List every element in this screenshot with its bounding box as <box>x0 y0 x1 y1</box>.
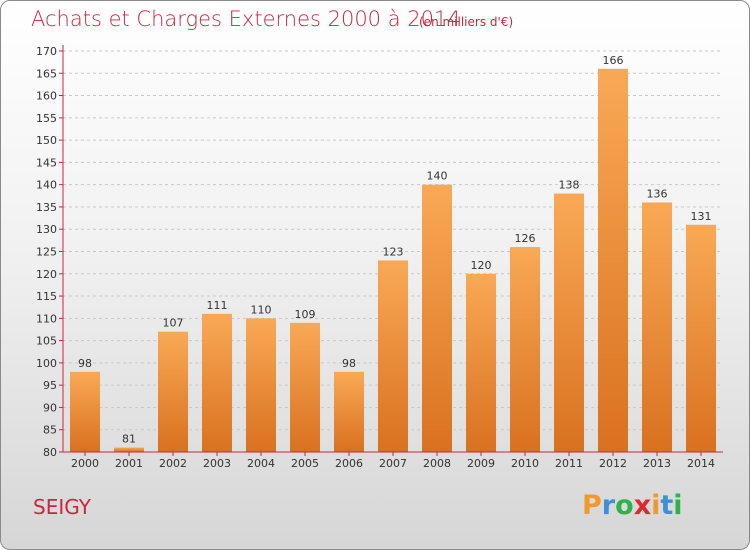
bar <box>290 322 320 452</box>
logo-letter: r <box>601 490 616 521</box>
y-tick-label: 150 <box>36 134 57 147</box>
x-tick-label: 2012 <box>599 457 627 470</box>
axes <box>62 45 723 453</box>
x-tick-label: 2002 <box>159 457 187 470</box>
x-tick-label: 2011 <box>555 457 583 470</box>
logo-letter: o <box>615 490 634 521</box>
y-axis-ticks: 80 85 90 95 100 105 110 115 120 125 130 135 140 145 15… <box>36 45 63 459</box>
bar <box>554 193 584 453</box>
y-tick-label: 120 <box>36 268 57 281</box>
bar <box>378 260 408 452</box>
y-tick-label: 105 <box>36 335 57 348</box>
bar <box>246 318 276 452</box>
x-tick-label: 2007 <box>379 457 407 470</box>
data-label: 140 <box>427 170 448 183</box>
x-tick-label: 2000 <box>71 457 99 470</box>
x-tick-label: 2009 <box>467 457 495 470</box>
x-tick-label: 2001 <box>115 457 143 470</box>
y-tick-label: 160 <box>36 90 57 103</box>
y-tick-label: 165 <box>36 67 57 80</box>
y-tick-label: 100 <box>36 357 57 370</box>
chart-unit: (en milliers d'€) <box>419 15 514 29</box>
y-tick-label: 130 <box>36 223 57 236</box>
data-label: 107 <box>163 317 184 330</box>
chart-title: Achats et Charges Externes 2000 à 2014 <box>31 7 461 31</box>
logo-letter: i <box>651 490 661 521</box>
data-label: 98 <box>342 357 356 370</box>
data-label: 111 <box>207 299 228 312</box>
logo-letter: x <box>633 490 652 521</box>
y-tick-label: 95 <box>43 379 57 392</box>
x-axis-ticks: 2000 2001 2002 2003 2004 2005 2006 2007 2008 2009… <box>71 452 715 470</box>
x-tick-label: 2005 <box>291 457 319 470</box>
y-tick-label: 140 <box>36 179 57 192</box>
data-label: 138 <box>559 179 580 192</box>
bar <box>114 447 144 452</box>
y-tick-label: 80 <box>43 446 57 459</box>
x-tick-label: 2006 <box>335 457 363 470</box>
x-tick-label: 2008 <box>423 457 451 470</box>
bars <box>70 68 716 453</box>
bar <box>686 224 716 452</box>
bar <box>598 68 628 453</box>
bar <box>158 331 188 452</box>
y-tick-label: 170 <box>36 45 57 58</box>
y-tick-label: 125 <box>36 246 57 259</box>
logo-letter: i <box>673 490 683 521</box>
y-tick-label: 85 <box>43 424 57 437</box>
data-label: 81 <box>122 433 136 446</box>
data-label: 120 <box>471 259 492 272</box>
x-tick-label: 2014 <box>687 457 715 470</box>
y-tick-label: 115 <box>36 290 57 303</box>
data-label: 98 <box>78 357 92 370</box>
proxiti-logo: Proxiti <box>582 490 683 521</box>
data-labels: 98 81 107 111 110 109 98 123 140 120 126 138 166 136 1… <box>78 54 712 446</box>
y-tick-label: 145 <box>36 156 57 169</box>
data-label: 110 <box>251 303 272 316</box>
bar <box>202 313 232 452</box>
y-tick-label: 155 <box>36 112 57 125</box>
data-label: 126 <box>515 232 536 245</box>
data-label: 131 <box>691 210 712 223</box>
bar <box>510 247 540 452</box>
bar <box>466 273 496 452</box>
data-label: 166 <box>603 54 624 67</box>
x-tick-label: 2010 <box>511 457 539 470</box>
y-tick-label: 110 <box>36 312 57 325</box>
bar <box>422 184 452 452</box>
logo-letter: t <box>660 490 674 521</box>
bar <box>70 371 100 452</box>
data-label: 136 <box>647 187 668 200</box>
bar <box>334 371 364 452</box>
logo-letter: P <box>582 490 602 521</box>
bar <box>642 202 672 452</box>
data-label: 109 <box>295 308 316 321</box>
x-tick-label: 2013 <box>643 457 671 470</box>
x-tick-label: 2004 <box>247 457 275 470</box>
y-tick-label: 90 <box>43 401 57 414</box>
y-tick-label: 135 <box>36 201 57 214</box>
data-label: 123 <box>383 245 404 258</box>
x-tick-label: 2003 <box>203 457 231 470</box>
commune-name: SEIGY <box>33 495 91 519</box>
